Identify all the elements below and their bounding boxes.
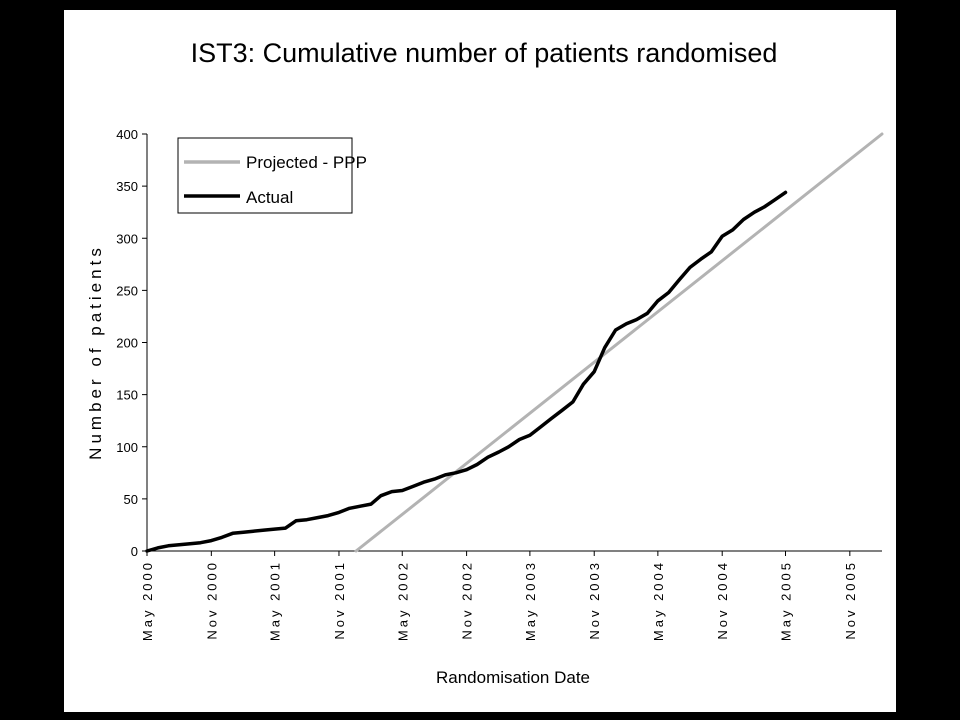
- y-axis: 0 50 100 150 200 250 300 350 400: [116, 127, 148, 559]
- y-tick-label: 350: [116, 179, 138, 194]
- y-tick-label: 0: [131, 544, 138, 559]
- y-tick-label: 200: [116, 336, 138, 351]
- chart-title: IST3: Cumulative number of patients rand…: [191, 38, 778, 68]
- legend-label-projected: Projected - PPP: [246, 153, 367, 172]
- legend-label-actual: Actual: [246, 188, 293, 207]
- y-axis-label: Number of patients: [86, 244, 105, 460]
- chart-slide: IST3: Cumulative number of patients rand…: [64, 10, 896, 712]
- x-tick-label: Nov 2004: [715, 560, 730, 640]
- y-tick-label: 50: [124, 492, 138, 507]
- x-tick-label: Nov 2000: [204, 560, 219, 640]
- x-tick-label: May 2000: [140, 560, 155, 641]
- y-tick-label: 150: [116, 388, 138, 403]
- series-line-actual: [145, 190, 788, 553]
- chart: IST3: Cumulative number of patients rand…: [86, 38, 884, 687]
- x-tick-label: May 2003: [523, 560, 538, 641]
- x-axis-label: Randomisation Date: [436, 668, 590, 687]
- y-tick-label: 300: [116, 231, 138, 246]
- x-tick-label: Nov 2005: [843, 560, 858, 640]
- legend-box: [177, 137, 353, 214]
- x-axis: May 2000 Nov 2000 May 2001 Nov 2001 May 2002…: [140, 550, 882, 641]
- x-tick-label: Nov 2003: [587, 560, 602, 640]
- y-tick-label: 100: [116, 440, 138, 455]
- x-tick-label: May 2005: [778, 560, 793, 641]
- x-tick-label: May 2002: [395, 560, 410, 641]
- x-tick-label: May 2004: [651, 560, 666, 641]
- y-tick-label: 250: [116, 283, 138, 298]
- series-line-projected: [354, 132, 884, 553]
- series-layer: [145, 132, 884, 553]
- x-tick-label: May 2001: [268, 560, 283, 641]
- x-tick-label: Nov 2002: [460, 560, 475, 640]
- x-tick-label: Nov 2001: [332, 560, 347, 640]
- legend: Projected - PPP Actual: [177, 137, 367, 214]
- y-tick-label: 400: [116, 127, 138, 142]
